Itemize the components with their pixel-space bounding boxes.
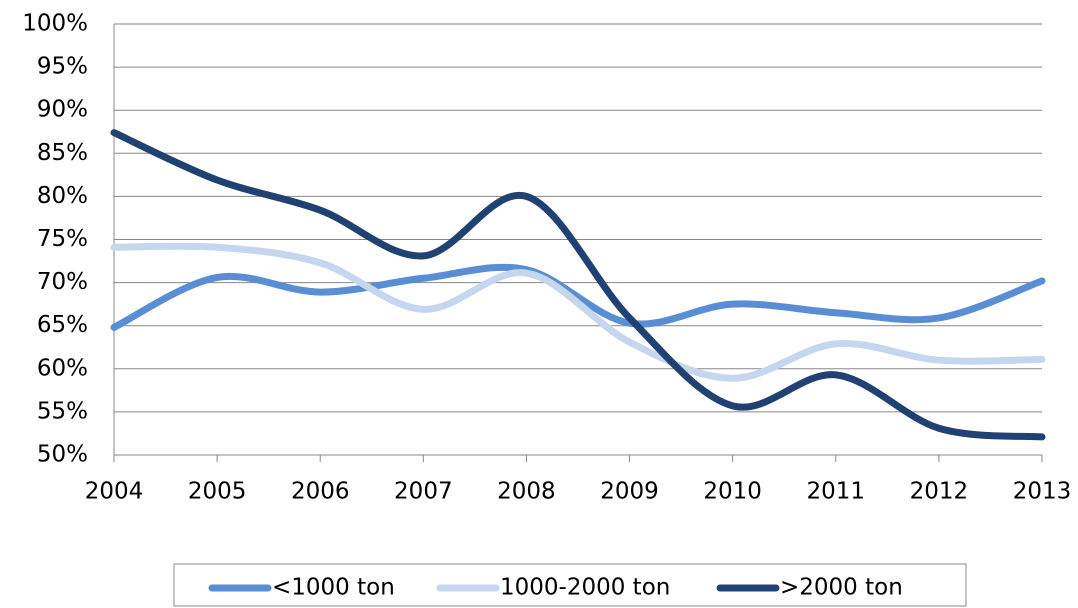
y-tick-label: 85% <box>37 140 88 166</box>
y-tick-label: 55% <box>37 398 88 424</box>
x-tick-label: 2012 <box>910 479 969 505</box>
y-tick-label: 90% <box>37 97 88 123</box>
x-tick-label: 2011 <box>807 479 866 505</box>
y-tick-label: 100% <box>22 11 88 37</box>
y-tick-label: 70% <box>37 269 88 295</box>
x-tick-label: 2009 <box>600 479 659 505</box>
y-tick-label: 95% <box>37 54 88 80</box>
legend-label: <1000 ton <box>272 575 395 601</box>
x-tick-label: 2013 <box>1013 479 1072 505</box>
y-tick-label: 50% <box>37 442 88 468</box>
x-tick-label: 2007 <box>394 479 453 505</box>
x-tick-label: 2008 <box>497 479 556 505</box>
y-tick-label: 75% <box>37 226 88 252</box>
series-line <box>110 263 1046 331</box>
series-line <box>110 242 1046 382</box>
y-tick-label: 60% <box>37 355 88 381</box>
y-tick-label: 80% <box>37 183 88 209</box>
legend-box <box>173 563 967 607</box>
y-tick-label: 65% <box>37 312 88 338</box>
series-line <box>110 129 1046 441</box>
x-tick-label: 2005 <box>188 479 247 505</box>
legend-label: 1000-2000 ton <box>500 575 670 601</box>
legend-label: >2000 ton <box>780 575 903 601</box>
x-tick-label: 2004 <box>85 479 144 505</box>
x-tick-label: 2010 <box>703 479 762 505</box>
x-tick-label: 2006 <box>291 479 350 505</box>
